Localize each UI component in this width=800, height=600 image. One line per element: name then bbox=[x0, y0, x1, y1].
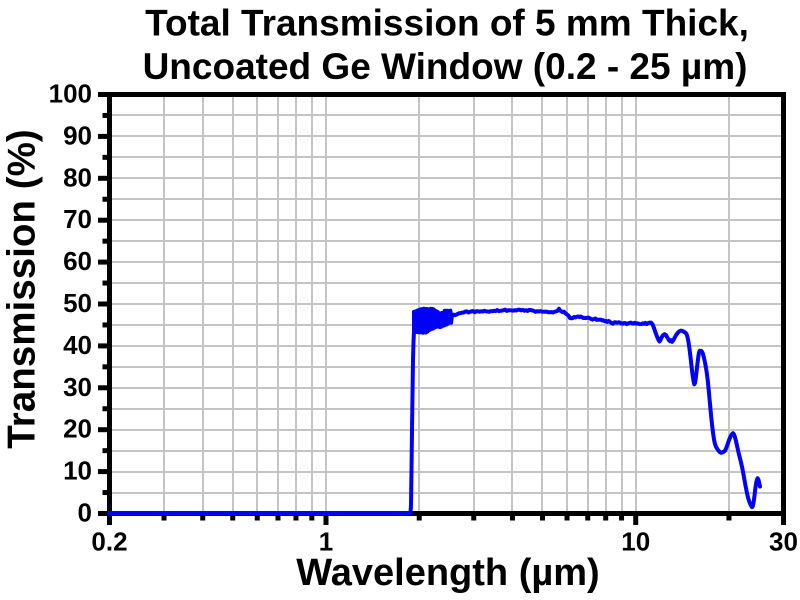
svg-text:30: 30 bbox=[63, 372, 92, 402]
svg-text:20: 20 bbox=[63, 414, 92, 444]
svg-text:Transmission (%): Transmission (%) bbox=[1, 129, 44, 448]
svg-text:10: 10 bbox=[621, 527, 650, 557]
svg-text:60: 60 bbox=[63, 246, 92, 276]
svg-text:50: 50 bbox=[63, 288, 92, 318]
svg-text:10: 10 bbox=[63, 456, 92, 486]
svg-text:30: 30 bbox=[769, 527, 798, 557]
svg-text:Total Transmission of 5 mm Thi: Total Transmission of 5 mm Thick, bbox=[145, 3, 749, 44]
svg-text:1: 1 bbox=[319, 527, 333, 557]
svg-text:0.2: 0.2 bbox=[91, 527, 127, 557]
svg-text:70: 70 bbox=[63, 204, 92, 234]
svg-text:100: 100 bbox=[49, 79, 92, 109]
svg-text:Uncoated Ge Window (0.2 - 25 µ: Uncoated Ge Window (0.2 - 25 µm) bbox=[143, 46, 748, 87]
svg-text:0: 0 bbox=[78, 498, 92, 528]
svg-text:40: 40 bbox=[63, 330, 92, 360]
svg-text:90: 90 bbox=[63, 120, 92, 150]
svg-text:80: 80 bbox=[63, 162, 92, 192]
svg-text:Wavelength (µm): Wavelength (µm) bbox=[296, 552, 599, 594]
